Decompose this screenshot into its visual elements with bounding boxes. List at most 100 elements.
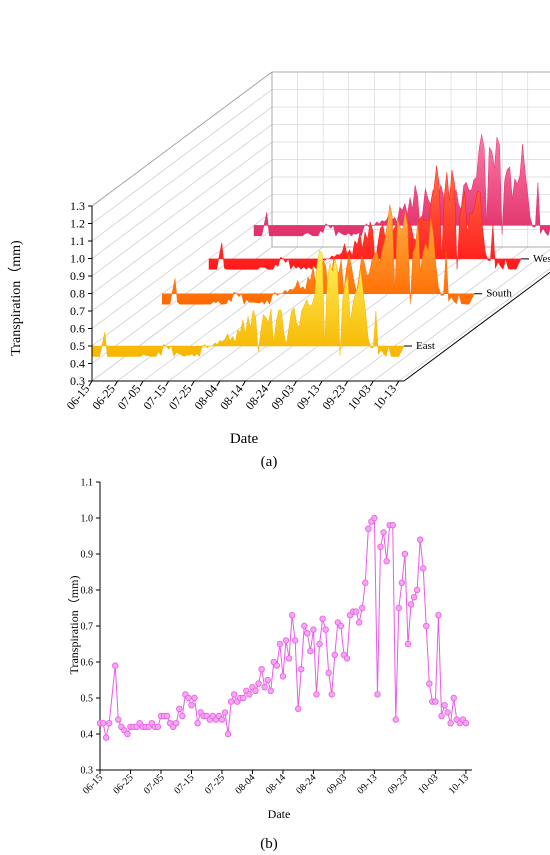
chart-b-point (227, 698, 235, 705)
chart-b-point (307, 647, 314, 655)
chart-b-point (343, 655, 351, 662)
chart-b-point (224, 730, 232, 738)
chart-a-xtick (88, 380, 93, 387)
chart-b-point (426, 680, 433, 687)
chart-b-point (252, 687, 259, 694)
chart-a-series-label: East (416, 340, 435, 352)
chart-a-series-label: South (486, 288, 512, 300)
chart-b-point (337, 622, 345, 630)
chart-a-sidewall-gridline (91, 194, 273, 329)
chart-a-xtick (216, 380, 221, 387)
chart-b-point (316, 640, 323, 648)
chart-b: 0.30.40.50.60.70.80.91.01.106-15 06-25 07-… (67, 478, 472, 852)
chart-a-xtick-label: 08-14 (217, 382, 246, 412)
chart-b-point (285, 655, 293, 662)
chart-b-ytick-label: 0.7 (81, 622, 94, 633)
chart-a-xtick (369, 380, 374, 387)
chart-b-point (441, 701, 448, 709)
chart-a-sidewall-gridline (91, 211, 273, 347)
chart-b-series (96, 514, 470, 741)
chart-a-ytick-label: 1.3 (70, 199, 85, 213)
chart-a-xtick-label: 08-04 (191, 382, 220, 412)
chart-b-point (294, 705, 302, 712)
chart-b-point (423, 622, 430, 630)
chart-b-xtick-label: 10-03 (416, 772, 440, 796)
chart-a-box-edge (91, 71, 273, 207)
chart-b-point (331, 651, 338, 658)
chart-a-xtick-label: 08-24 (243, 382, 272, 412)
chart-b-point (319, 615, 326, 622)
chart-b-point (230, 691, 238, 698)
chart-b-xlabel: Date (268, 807, 291, 821)
chart-a-xtick (318, 380, 323, 387)
chart-b-point (359, 604, 366, 612)
chart-b-series-line (100, 516, 467, 738)
chart-b-xtick-label: 09-23 (386, 772, 410, 796)
chart-a-sidewall-gridline (91, 124, 273, 259)
chart-b-point (432, 698, 439, 705)
chart-a-ytick-label: 1.2 (70, 217, 85, 231)
chart-b-point (371, 514, 378, 522)
chart-a-sidewall-gridline (91, 106, 273, 242)
chart-a-series-label: West (533, 253, 550, 265)
chart-a-ytick-label: 0.8 (70, 287, 85, 301)
chart-b-point (124, 730, 131, 738)
chart-a-floor-gridline (347, 246, 528, 382)
chart-b-point (173, 719, 180, 727)
chart-b-point (194, 719, 201, 727)
chart-a-ytick-label: 0.5 (70, 339, 85, 353)
chart-a-floor-gridline (321, 246, 503, 382)
chart-b-ytick-label: 0.3 (81, 766, 94, 777)
chart-b-ytick-label: 1.0 (81, 514, 94, 525)
chart-b-point (374, 691, 381, 698)
chart-b-point (438, 712, 445, 720)
chart-b-point (322, 626, 329, 633)
chart-b-point (298, 665, 305, 673)
chart-b-point (304, 629, 311, 637)
chart-a-series-area-east (91, 249, 405, 358)
chart-b-point (221, 709, 229, 716)
chart-b-point (240, 694, 247, 702)
chart-a-ytick-label: 0.4 (70, 357, 85, 371)
chart-b-point (352, 608, 360, 615)
chart-a-series (91, 134, 550, 358)
chart-b-ytick-label: 0.5 (81, 694, 94, 705)
chart-b-point (218, 716, 226, 723)
chart-a-xtick (293, 380, 298, 387)
chart-b-point (185, 694, 192, 702)
chart-b-point (362, 579, 369, 586)
chart-b-point (447, 719, 454, 727)
chart-a-floor-gridline (373, 249, 550, 382)
chart-b-point (255, 680, 262, 687)
chart-b-point (267, 687, 274, 694)
chart-b-ytick-label: 0.4 (81, 730, 94, 741)
chart-b-point (246, 691, 253, 698)
chart-b-point (179, 712, 186, 720)
chart-b-point (462, 719, 470, 727)
chart-b-point (404, 640, 412, 648)
chart-b-point (102, 734, 110, 741)
chart-a-series-area-north (253, 134, 550, 237)
chart-a-xtick-label: 10-13 (370, 382, 399, 412)
panel-b-label: (b) (260, 836, 278, 852)
chart-b-point (444, 709, 451, 716)
chart-a: NorthWestSouthEast0.30.40.50.60.70.80.91… (8, 71, 550, 470)
chart-a-xtick-label: 09-23 (319, 382, 348, 412)
chart-a-ytick-label: 0.6 (70, 322, 85, 336)
chart-a-xtick-label: 06-15 (64, 382, 93, 412)
chart-b-ytick-label: 0.6 (81, 658, 94, 669)
chart-b-xtick-label: 08-24 (294, 772, 318, 796)
chart-a-xtick (114, 380, 119, 387)
chart-b-point (288, 611, 296, 619)
chart-b-point (99, 719, 107, 727)
chart-b-point (389, 522, 396, 529)
chart-b-point (413, 586, 421, 594)
chart-b-point (325, 669, 332, 676)
chart-b-point (365, 525, 372, 532)
chart-a-xlabel: Date (230, 431, 259, 447)
chart-b-point (407, 601, 415, 608)
chart-b-ytick-label: 0.9 (81, 550, 94, 561)
chart-b-point (261, 683, 268, 691)
chart-b-point (279, 673, 287, 680)
chart-a-xtick-label: 07-15 (140, 382, 169, 412)
